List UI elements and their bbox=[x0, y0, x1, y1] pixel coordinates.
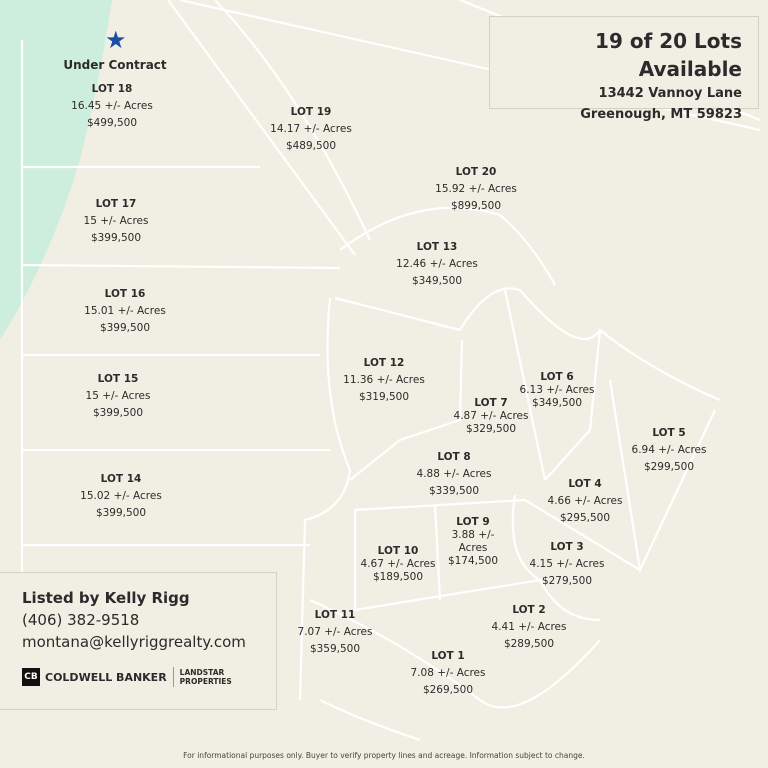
lot-title: LOT 3 bbox=[550, 541, 584, 553]
availability-panel: 19 of 20 Lots Available 13442 Vannoy Lan… bbox=[489, 16, 759, 122]
lot-title: LOT 20 bbox=[455, 166, 497, 178]
lot-acres: 15.02 +/- Acres bbox=[80, 490, 162, 502]
lot-label-8: LOT 8 4.88 +/- Acres $339,500 bbox=[417, 449, 492, 500]
availability-heading: 19 of 20 Lots Available bbox=[595, 29, 742, 81]
lot-price: $499,500 bbox=[86, 117, 138, 129]
brand-name: COLDWELL BANKER bbox=[45, 670, 167, 684]
agent-phone[interactable]: (406) 382-9518 bbox=[22, 611, 140, 629]
lot-title: LOT 7 bbox=[474, 397, 508, 409]
lot-price: $359,500 bbox=[309, 643, 361, 655]
coldwell-banker-logo-icon: CB bbox=[22, 668, 40, 686]
lot-title: LOT 17 bbox=[95, 198, 137, 210]
lot-title: LOT 18 bbox=[91, 83, 133, 95]
lot-acres: 16.45 +/- Acres bbox=[71, 100, 153, 112]
lot-price: $269,500 bbox=[422, 684, 474, 696]
lot-title: LOT 15 bbox=[97, 373, 139, 385]
lot-acres: 4.87 +/- Acres bbox=[453, 410, 529, 422]
lot-label-17: LOT 17 15 +/- Acres $399,500 bbox=[84, 196, 149, 247]
lot-label-1: LOT 1 7.08 +/- Acres $269,500 bbox=[411, 648, 486, 699]
lot-price: $489,500 bbox=[285, 140, 337, 152]
lot-label-20: LOT 20 15.92 +/- Acres $899,500 bbox=[435, 164, 517, 215]
lot-acres: 7.08 +/- Acres bbox=[410, 667, 486, 679]
lot-label-16: LOT 16 15.01 +/- Acres $399,500 bbox=[84, 286, 166, 337]
agent-email[interactable]: montana@kellyriggrealty.com bbox=[22, 633, 246, 651]
lot-title: LOT 2 bbox=[512, 604, 546, 616]
lot-acres: 12.46 +/- Acres bbox=[396, 258, 478, 270]
lot-title: LOT 11 bbox=[314, 609, 356, 621]
lot-price: $339,500 bbox=[428, 485, 480, 497]
lot-acres: 11.36 +/- Acres bbox=[343, 374, 425, 386]
lot-label-15: LOT 15 15 +/- Acres $399,500 bbox=[86, 371, 151, 422]
lot-price: $399,500 bbox=[95, 507, 147, 519]
lot-price: $174,500 bbox=[447, 555, 499, 567]
lot-acres: 4.15 +/- Acres bbox=[529, 558, 605, 570]
lot-acres: 15 +/- Acres bbox=[85, 390, 151, 402]
lot-price: $319,500 bbox=[358, 391, 410, 403]
lot-acres: 4.66 +/- Acres bbox=[547, 495, 623, 507]
lot-label-3: LOT 3 4.15 +/- Acres $279,500 bbox=[530, 539, 605, 590]
lot-title: LOT 10 bbox=[377, 545, 419, 557]
lot-price: $349,500 bbox=[411, 275, 463, 287]
lot-label-14: LOT 14 15.02 +/- Acres $399,500 bbox=[80, 471, 162, 522]
lot-acres: 15.92 +/- Acres bbox=[435, 183, 517, 195]
lot-title: LOT 13 bbox=[416, 241, 458, 253]
partner-line-2: PROPERTIES bbox=[179, 677, 232, 686]
lot-label-19: LOT 19 14.17 +/- Acres $489,500 bbox=[270, 104, 352, 155]
lot-label-11: LOT 11 7.07 +/- Acres $359,500 bbox=[298, 607, 373, 658]
disclaimer: For informational purposes only. Buyer t… bbox=[183, 751, 585, 760]
lot-label-2: LOT 2 4.41 +/- Acres $289,500 bbox=[492, 602, 567, 653]
lot-acres: 15.01 +/- Acres bbox=[84, 305, 166, 317]
lot-label-10: LOT 10 4.67 +/- Acres $189,500 bbox=[361, 545, 436, 584]
brand-logo: CB COLDWELL BANKER LANDSTAR PROPERTIES bbox=[22, 667, 254, 687]
lot-title: LOT 16 bbox=[104, 288, 146, 300]
listing-agent-panel: Listed by Kelly Rigg (406) 382-9518 mont… bbox=[0, 572, 277, 710]
lot-acres: 6.13 +/- Acres bbox=[519, 384, 595, 396]
lot-acres: 15 +/- Acres bbox=[83, 215, 149, 227]
lot-title: LOT 5 bbox=[652, 427, 686, 439]
green-area bbox=[0, 0, 112, 340]
lot-price: $399,500 bbox=[90, 232, 142, 244]
lot-title: LOT 6 bbox=[540, 371, 574, 383]
lot-price: $189,500 bbox=[372, 571, 424, 583]
lot-acres: 4.67 +/- Acres bbox=[360, 558, 436, 570]
agent-name: Listed by Kelly Rigg bbox=[22, 589, 190, 607]
lot-title: LOT 8 bbox=[437, 451, 471, 463]
address-line-2: Greenough, MT 59823 bbox=[580, 107, 742, 122]
lot-title: LOT 12 bbox=[363, 357, 405, 369]
lot-label-4: LOT 4 4.66 +/- Acres $295,500 bbox=[548, 476, 623, 527]
lot-acres: 4.41 +/- Acres bbox=[491, 621, 567, 633]
lot-label-12: LOT 12 11.36 +/- Acres $319,500 bbox=[343, 355, 425, 406]
lot-price: $299,500 bbox=[643, 461, 695, 473]
lot-price: $329,500 bbox=[465, 423, 517, 435]
lot-title: LOT 4 bbox=[568, 478, 602, 490]
lot-price: $399,500 bbox=[92, 407, 144, 419]
brand-divider bbox=[172, 667, 174, 687]
lot-label-9: LOT 9 3.88 +/- Acres $174,500 bbox=[448, 516, 498, 568]
address-line-1: 13442 Vannoy Lane bbox=[598, 86, 742, 101]
lot-price: $279,500 bbox=[541, 575, 593, 587]
lot-label-5: LOT 5 6.94 +/- Acres $299,500 bbox=[632, 425, 707, 476]
lot-price: $289,500 bbox=[503, 638, 555, 650]
lot-label-6: LOT 6 6.13 +/- Acres $349,500 bbox=[520, 371, 595, 410]
lot-title: LOT 19 bbox=[290, 106, 332, 118]
lot-title: LOT 9 bbox=[456, 516, 490, 528]
lot-title: LOT 14 bbox=[100, 473, 142, 485]
lot-label-7: LOT 7 4.87 +/- Acres $329,500 bbox=[454, 397, 529, 436]
lot-label-18: LOT 18 16.45 +/- Acres $499,500 bbox=[71, 81, 153, 132]
lot-acres: 6.94 +/- Acres bbox=[631, 444, 707, 456]
lot-acres: 7.07 +/- Acres bbox=[297, 626, 373, 638]
lot-acres: 3.88 +/- Acres bbox=[451, 529, 495, 554]
lot-label-13: LOT 13 12.46 +/- Acres $349,500 bbox=[396, 239, 478, 290]
lot-price: $399,500 bbox=[99, 322, 151, 334]
lot-price: $899,500 bbox=[450, 200, 502, 212]
lot-price: $295,500 bbox=[559, 512, 611, 524]
lot-acres: 4.88 +/- Acres bbox=[416, 468, 492, 480]
star-icon: ★ bbox=[105, 26, 127, 54]
lot-acres: 14.17 +/- Acres bbox=[270, 123, 352, 135]
under-contract-label: Under Contract bbox=[63, 58, 167, 72]
lot-title: LOT 1 bbox=[431, 650, 465, 662]
lot-price: $349,500 bbox=[531, 397, 583, 409]
partner-line-1: LANDSTAR bbox=[179, 668, 225, 677]
